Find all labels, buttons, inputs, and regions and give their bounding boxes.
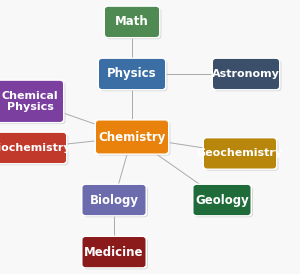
FancyBboxPatch shape — [192, 184, 252, 216]
FancyBboxPatch shape — [94, 119, 170, 155]
FancyBboxPatch shape — [81, 184, 147, 216]
FancyBboxPatch shape — [0, 81, 63, 122]
FancyBboxPatch shape — [194, 185, 250, 215]
FancyBboxPatch shape — [96, 121, 168, 153]
FancyBboxPatch shape — [214, 60, 281, 91]
Text: Astronomy: Astronomy — [212, 69, 280, 79]
FancyBboxPatch shape — [99, 59, 165, 89]
FancyBboxPatch shape — [98, 58, 166, 90]
FancyBboxPatch shape — [0, 132, 68, 164]
Text: Geochemistry: Geochemistry — [197, 149, 283, 158]
FancyBboxPatch shape — [103, 5, 160, 38]
Text: Math: Math — [115, 15, 149, 28]
Text: Biology: Biology — [89, 193, 139, 207]
FancyBboxPatch shape — [213, 59, 279, 89]
FancyBboxPatch shape — [212, 58, 280, 90]
FancyBboxPatch shape — [82, 185, 146, 215]
Text: Medicine: Medicine — [84, 246, 144, 259]
FancyBboxPatch shape — [204, 138, 276, 169]
Text: Chemistry: Chemistry — [98, 130, 166, 144]
Text: Chemical
Physics: Chemical Physics — [2, 91, 58, 112]
FancyBboxPatch shape — [202, 137, 278, 170]
FancyBboxPatch shape — [100, 60, 167, 91]
FancyBboxPatch shape — [0, 134, 68, 165]
Text: Biochemistry: Biochemistry — [0, 143, 71, 153]
FancyBboxPatch shape — [0, 82, 65, 124]
FancyBboxPatch shape — [0, 79, 64, 123]
Text: Geology: Geology — [195, 193, 249, 207]
FancyBboxPatch shape — [97, 122, 170, 156]
FancyBboxPatch shape — [106, 8, 161, 39]
FancyBboxPatch shape — [0, 133, 66, 163]
FancyBboxPatch shape — [81, 236, 147, 269]
FancyBboxPatch shape — [205, 139, 278, 171]
FancyBboxPatch shape — [84, 186, 148, 217]
FancyBboxPatch shape — [195, 186, 253, 217]
Text: Physics: Physics — [107, 67, 157, 81]
FancyBboxPatch shape — [84, 238, 148, 269]
FancyBboxPatch shape — [82, 237, 146, 267]
FancyBboxPatch shape — [105, 7, 159, 37]
